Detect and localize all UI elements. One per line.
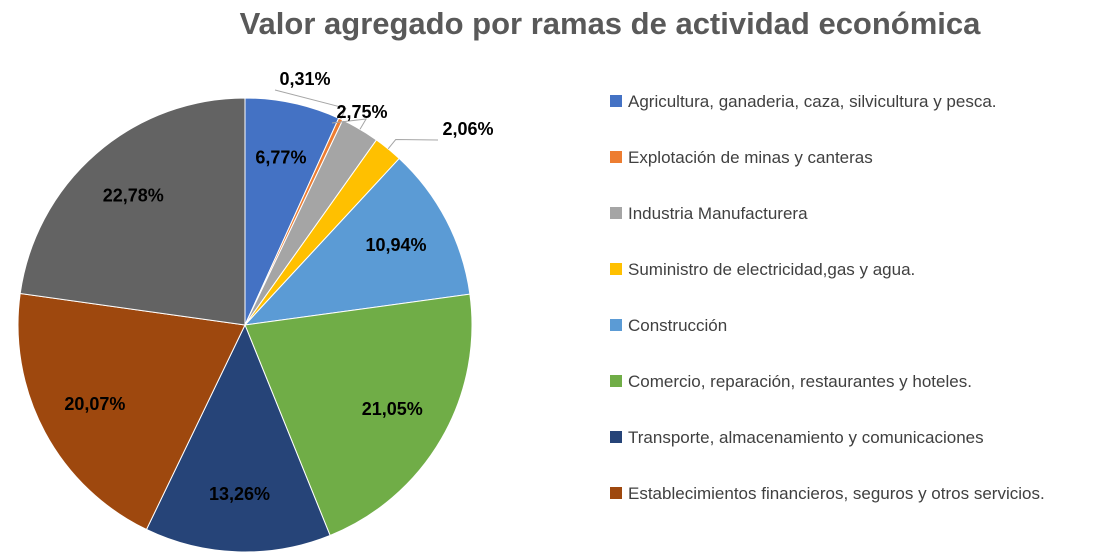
legend-label: Explotación de minas y canteras — [628, 148, 873, 167]
legend-label: Comercio, reparación, restaurantes y hot… — [628, 372, 972, 391]
legend-swatch — [610, 319, 622, 331]
legend-label: Agricultura, ganaderia, caza, silvicultu… — [628, 92, 997, 111]
legend-item: Explotación de minas y canteras — [610, 146, 1080, 169]
legend-item: Agricultura, ganaderia, caza, silvicultu… — [610, 90, 1080, 113]
legend-label: Construcción — [628, 316, 728, 335]
legend-item: Industria Manufacturera — [610, 202, 1080, 225]
legend-swatch — [610, 207, 622, 219]
pie-slice — [17, 292, 246, 531]
legend-label: Industria Manufacturera — [628, 204, 808, 223]
pie-slice — [145, 323, 331, 553]
legend-item: Transporte, almacenamiento y comunicacio… — [610, 426, 1080, 449]
data-label: 2,06% — [442, 119, 493, 139]
data-label: 13,26% — [209, 484, 270, 504]
leader-line — [331, 118, 368, 130]
data-label: 6,77% — [255, 147, 306, 167]
data-label: 21,05% — [362, 399, 423, 419]
pie-slice — [243, 157, 471, 326]
legend-swatch — [610, 431, 622, 443]
legend-item: Establecimientos financieros, seguros y … — [610, 482, 1080, 505]
legend-swatch — [610, 151, 622, 163]
legend-label: Transporte, almacenamiento y comunicacio… — [628, 428, 984, 447]
data-label: 10,94% — [365, 235, 426, 255]
leader-line — [387, 139, 439, 150]
legend-item: Comercio, reparación, restaurantes y hot… — [610, 370, 1080, 393]
legend-swatch — [610, 263, 622, 275]
data-label: 0,31% — [279, 69, 330, 89]
legend-item: Construcción — [610, 314, 1080, 337]
legend-swatch — [610, 375, 622, 387]
chart-title: Valor agregado por ramas de actividad ec… — [239, 6, 981, 41]
data-label: 20,07% — [64, 394, 125, 414]
legend-swatch — [610, 487, 622, 499]
legend-label: Establecimientos financieros, seguros y … — [628, 484, 1045, 503]
legend: Agricultura, ganaderia, caza, silvicultu… — [610, 90, 1080, 505]
pie-slice — [244, 293, 473, 537]
legend-item: Suministro de electricidad,gas y agua. — [610, 258, 1080, 281]
legend-swatch — [610, 95, 622, 107]
data-label: 22,78% — [103, 185, 164, 205]
legend-label: Suministro de electricidad,gas y agua. — [628, 260, 916, 279]
data-label: 2,75% — [336, 102, 387, 122]
pie-slice — [19, 97, 246, 326]
leader-line — [274, 89, 347, 120]
